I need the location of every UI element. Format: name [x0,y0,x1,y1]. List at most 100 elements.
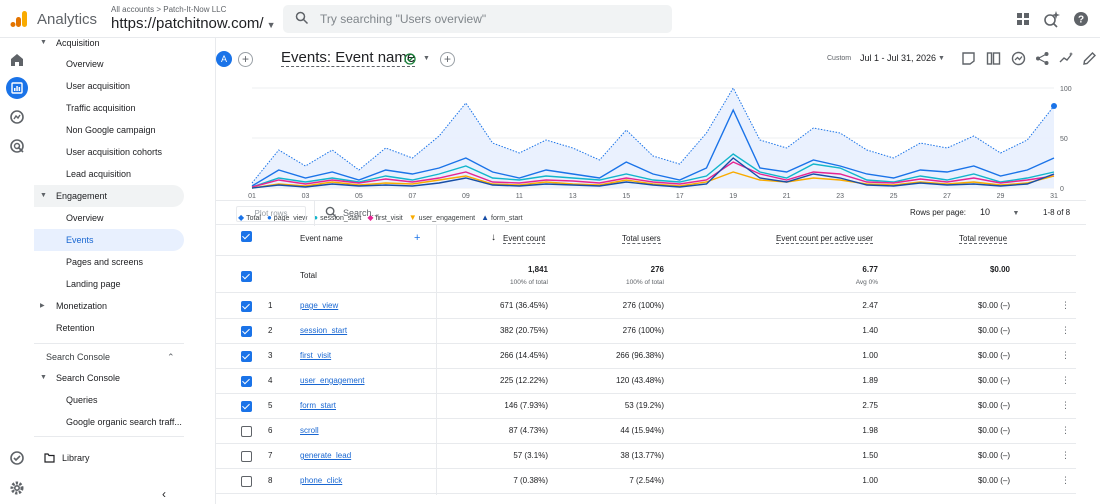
table-toolbar: Plot rows Search... Rows per page: 10 ▼ … [216,200,1086,226]
nav-group-search-console[interactable]: ▼ Search Console [34,367,184,389]
share-icon[interactable] [1035,51,1050,66]
trend-sparkle-icon[interactable] [1059,51,1074,66]
row-checkbox[interactable] [241,476,252,487]
gear-icon[interactable] [8,479,26,497]
nav-item-google-organic-search[interactable]: Google organic search traff... [34,411,184,433]
table-search-input[interactable]: Search... [343,208,380,218]
select-all-checkbox[interactable] [241,231,252,242]
nav-group-engagement[interactable]: ▼ Engagement [34,185,184,207]
per-user-cell: 1.00 [862,351,878,360]
nav-item-user-acquisition[interactable]: User acquisition [34,75,184,97]
nav-item-events[interactable]: Events [34,229,184,251]
nav-item-lead-acquisition[interactable]: Lead acquisition [34,163,184,185]
row-menu-icon[interactable]: ⋮ [1061,325,1070,335]
nav-item-engagement-overview[interactable]: Overview [34,207,184,229]
configure-icon[interactable] [8,449,26,467]
event-name-link[interactable]: phone_click [300,476,343,485]
date-range-picker[interactable]: Jul 1 - Jul 31, 2026 [860,53,937,63]
explore-icon[interactable] [8,108,26,126]
col-header-event-count[interactable]: Event count [503,234,546,244]
edit-pencil-icon[interactable] [1082,51,1097,66]
row-menu-icon[interactable]: ⋮ [1061,300,1070,310]
add-dimension-icon[interactable]: + [414,232,421,244]
insights-sparkle-icon[interactable] [1042,10,1060,28]
row-checkbox[interactable] [241,451,252,462]
event-name-link[interactable]: generate_lead [300,451,352,460]
event-name-link[interactable]: form_start [300,401,337,410]
event-name-link[interactable]: session_start [300,326,348,335]
home-icon[interactable] [8,51,26,69]
legend-item[interactable]: ● page_view [267,213,307,222]
add-filter-icon[interactable]: + [440,52,455,67]
legend-item[interactable]: ● session_start [313,213,361,222]
analytics-logo-icon[interactable] [10,10,28,28]
nav-item-landing-page[interactable]: Landing page [34,273,184,295]
row-checkbox[interactable] [241,301,252,312]
advertising-icon[interactable] [8,137,26,155]
table-row[interactable]: 5 form_start 146 (7.93%) 53 (19.2%) 2.75 $0.0… [216,394,1076,419]
nav-item-traffic-acquisition[interactable]: Traffic acquisition [34,97,184,119]
row-index: 2 [268,326,273,335]
row-menu-icon[interactable]: ⋮ [1061,350,1070,360]
plot-rows-button[interactable]: Plot rows [236,206,306,222]
row-menu-icon[interactable]: ⋮ [1061,375,1070,385]
event-name-link[interactable]: page_view [300,301,339,310]
reports-icon[interactable] [6,77,28,99]
col-header-event-count-per-user[interactable]: Event count per active user [776,234,873,244]
date-dropdown-icon[interactable]: ▼ [938,55,945,62]
legend-item[interactable]: ◆ first_visit [367,213,402,222]
nav-group-monetization[interactable]: ▶ Monetization [34,295,184,317]
apps-grid-icon[interactable] [1014,10,1032,28]
event-name-link[interactable]: first_visit [300,351,332,360]
total-checkbox[interactable] [241,271,252,282]
row-checkbox[interactable] [241,326,252,337]
col-header-total-revenue[interactable]: Total revenue [959,234,1008,244]
insights-icon[interactable] [1011,51,1026,66]
row-index: 7 [268,451,273,460]
row-checkbox[interactable] [241,376,252,387]
table-row[interactable]: 3 first_visit 266 (14.45%) 266 (96.38%) 1.00… [216,344,1076,369]
nav-item-user-acquisition-cohorts[interactable]: User acquisition cohorts [34,141,184,163]
breadcrumb[interactable]: All accounts > Patch-It-Now LLC [111,5,227,14]
row-menu-icon[interactable]: ⋮ [1061,400,1070,410]
row-checkbox[interactable] [241,351,252,362]
comparison-avatar[interactable]: A [216,51,232,67]
row-checkbox[interactable] [241,426,252,437]
nav-section-search-console[interactable]: Search Console ⌃ [34,346,184,368]
row-menu-icon[interactable]: ⋮ [1061,450,1070,460]
rows-per-page-select[interactable]: 10 ▼ [980,207,1019,217]
legend-item[interactable]: ▲ form_start [481,213,522,222]
row-menu-icon[interactable]: ⋮ [1061,475,1070,485]
compare-columns-icon[interactable] [986,51,1001,66]
property-selector[interactable]: https://patchitnow.com/▼ [111,15,276,32]
nav-item-retention[interactable]: Retention [34,317,184,339]
table-row[interactable]: 8 phone_click 7 (0.38%) 7 (2.54%) 1.00 $0.00 … [216,469,1076,494]
table-row[interactable]: 7 generate_lead 57 (3.1%) 38 (13.77%) 1.50 $0… [216,444,1076,469]
nav-item-queries[interactable]: Queries [34,389,184,411]
table-row[interactable]: 2 session_start 382 (20.75%) 276 (100%) 1.40… [216,319,1076,344]
col-header-total-users[interactable]: Total users [622,234,661,244]
table-row[interactable]: 4 user_engagement 225 (12.22%) 120 (43.48%)… [216,369,1076,394]
search-bar[interactable]: Try searching "Users overview" [283,5,672,33]
add-comparison-icon[interactable]: + [238,52,253,67]
event-name-link[interactable]: scroll [300,426,319,435]
col-header-event-name[interactable]: Event name [300,234,343,243]
row-menu-icon[interactable]: ⋮ [1061,425,1070,435]
legend-item[interactable]: ▼ user_engagement [409,213,475,222]
table-row[interactable]: 6 scroll 87 (4.73%) 44 (15.94%) 1.98 $0.00 (–… [216,419,1076,444]
nav-item-library[interactable]: Library [34,447,184,469]
nav-group-acquisition[interactable]: ▼ Acquisition [34,32,184,54]
nav-label: Retention [56,323,95,333]
customize-report-icon[interactable] [961,51,976,66]
title-dropdown-icon[interactable]: ▼ [423,55,430,62]
nav-item-pages-and-screens[interactable]: Pages and screens [34,251,184,273]
event-name-link[interactable]: user_engagement [300,376,365,385]
collapse-nav-icon[interactable]: ‹ [162,487,166,501]
legend-item[interactable]: ◆ Total [238,213,261,222]
row-checkbox[interactable] [241,401,252,412]
nav-item-acquisition-overview[interactable]: Overview [34,53,184,75]
table-row[interactable]: 1 page_view 671 (36.45%) 276 (100%) 2.47 $0.0… [216,294,1076,319]
help-icon[interactable]: ? [1072,10,1090,28]
nav-item-non-google-campaign[interactable]: Non Google campaign [34,119,184,141]
series-line-page_view [251,108,1055,187]
